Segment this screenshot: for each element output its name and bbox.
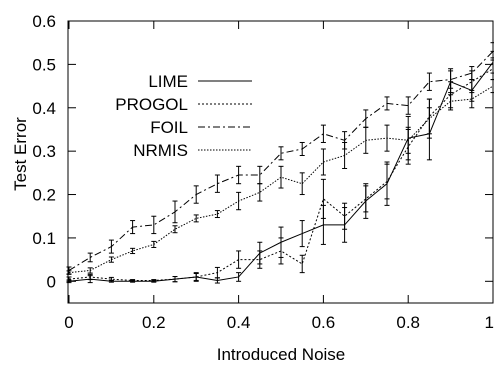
x-tick-label: 0.8 bbox=[396, 313, 420, 332]
y-tick-label: 0.6 bbox=[32, 12, 56, 31]
legend-label: PROGOL bbox=[115, 95, 188, 114]
series-group bbox=[66, 42, 494, 284]
y-tick-label: 0.5 bbox=[32, 55, 56, 74]
y-tick-label: 0.2 bbox=[32, 186, 56, 205]
x-tick-label: 1 bbox=[485, 313, 494, 332]
y-tick-label: 0 bbox=[47, 272, 56, 291]
legend-label: LIME bbox=[148, 72, 188, 91]
series-line bbox=[68, 85, 494, 274]
y-tick-label: 0.1 bbox=[32, 229, 56, 248]
x-tick-label: 0.4 bbox=[227, 313, 251, 332]
plot-frame-group bbox=[67, 20, 494, 304]
legend-label: FOIL bbox=[150, 118, 188, 137]
x-tick-label: 0.6 bbox=[312, 313, 336, 332]
x-tick-label: 0.2 bbox=[142, 313, 166, 332]
x-tick-label: 0 bbox=[64, 313, 73, 332]
legend: LIME PROGOL FOIL NRMIS bbox=[115, 72, 252, 160]
x-axis-label: Introduced Noise bbox=[217, 345, 346, 364]
y-tick-label: 0.4 bbox=[32, 99, 56, 118]
ticks-group: 0 0.1 0.2 0.3 0.4 0.5 0.6 0 0.2 0.4 0.6 0.8 1 bbox=[32, 12, 494, 332]
y-axis-label: Test Error bbox=[11, 117, 30, 191]
y-tick-label: 0.3 bbox=[32, 142, 56, 161]
legend-label: NRMIS bbox=[133, 141, 188, 160]
plot-frame bbox=[67, 20, 494, 304]
series-nrmis bbox=[66, 79, 494, 275]
series-foil bbox=[66, 42, 494, 275]
